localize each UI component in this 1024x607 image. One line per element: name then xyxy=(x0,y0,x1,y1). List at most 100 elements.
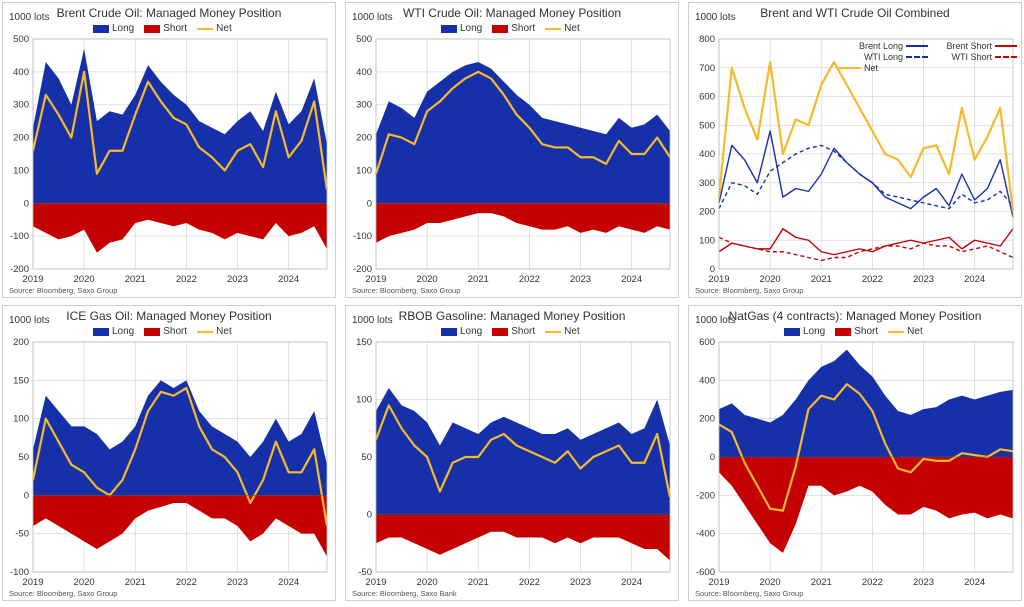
legend-item-net: Net xyxy=(545,326,580,337)
x-tick-label: 2020 xyxy=(74,577,95,588)
y-tick-label: 150 xyxy=(13,375,29,386)
x-tick-label: 2024 xyxy=(964,577,985,588)
legend-label: Brent Short xyxy=(946,41,992,51)
x-tick-label: 2024 xyxy=(964,274,985,285)
plot-frame xyxy=(375,38,671,270)
source-note: Source: Bloomberg, Saxo Group xyxy=(695,286,804,295)
x-tick-label: 2020 xyxy=(760,577,781,588)
chart-panel-rbob: -50 0 50 100 150 2019 2020 2021 2022 2023 2024 RBO… xyxy=(345,305,679,601)
chart-panel-gasoil: -100 -50 0 50 100 150 200 2019 2020 2021 2022 2023 2… xyxy=(2,305,336,601)
x-tick-label: 2022 xyxy=(519,577,540,588)
unit-label: 1000 lots xyxy=(695,12,736,23)
legend-item-long: Long xyxy=(784,326,825,337)
y-tick-label: 300 xyxy=(13,100,29,111)
legend-label: Net xyxy=(907,326,923,337)
x-tick-label: 2021 xyxy=(125,274,146,285)
legend-item-net: Net xyxy=(197,23,232,34)
y-tick-label: 300 xyxy=(699,178,715,189)
y-tick-label: 100 xyxy=(699,235,715,246)
legend-label: Short xyxy=(511,23,536,34)
chart-svg: -50 0 50 100 150 2019 2020 2021 2022 2023 2024 xyxy=(356,337,672,588)
legend-item-long: Long xyxy=(93,326,134,337)
legend-swatch xyxy=(839,67,861,69)
legend-swatch xyxy=(492,24,509,33)
chart-legend: Long Short Net xyxy=(441,326,580,337)
x-tick-label: 2023 xyxy=(913,577,934,588)
legend-label: Net xyxy=(564,326,580,337)
y-tick-label: 400 xyxy=(13,67,29,78)
x-tick-label: 2019 xyxy=(708,274,729,285)
unit-label: 1000 lots xyxy=(9,12,50,23)
legend-label: Long xyxy=(803,326,826,337)
series-short-area xyxy=(719,457,1013,553)
chart-title: Brent and WTI Crude Oil Combined xyxy=(760,6,950,20)
x-tick-label: 2024 xyxy=(621,274,642,285)
legend-label: Long xyxy=(112,23,135,34)
x-tick-label: 2020 xyxy=(417,577,438,588)
y-tick-label: -50 xyxy=(358,567,372,578)
x-tick-label: 2023 xyxy=(227,274,248,285)
series-long-area xyxy=(33,380,327,496)
legend-label: WTI Short xyxy=(951,52,992,62)
chart-panel-combined: 0 100 200 300 400 500 600 700 800 2019 2020 2021 202… xyxy=(688,2,1022,298)
source-note: Source: Bloomberg, Saxo Group xyxy=(9,286,118,295)
series-wti-short-line xyxy=(718,236,1014,262)
legend-label: Net xyxy=(564,23,580,34)
legend-item-short: Short xyxy=(144,326,187,337)
y-tick-label: 200 xyxy=(13,337,29,348)
legend-item-short: Short xyxy=(835,326,878,337)
series-wti-long-line xyxy=(718,144,1014,210)
y-tick-label: 200 xyxy=(356,133,372,144)
series-long-area xyxy=(33,48,327,204)
y-tick-label: -600 xyxy=(696,567,715,578)
series-net-line xyxy=(31,386,329,527)
chart-svg: -200 -100 0 100 200 300 400 500 2019 2020 2021 2022… xyxy=(353,34,671,285)
source-note: Source: Bloomberg, Saxo Group xyxy=(9,589,118,598)
chart-title: WTI Crude Oil: Managed Money Position xyxy=(402,6,622,20)
legend-swatch xyxy=(906,56,928,58)
x-tick-label: 2023 xyxy=(570,577,591,588)
x-tick-label: 2021 xyxy=(811,274,832,285)
x-tick-label: 2021 xyxy=(811,577,832,588)
x-tick-label: 2024 xyxy=(278,274,299,285)
legend-label: Short xyxy=(163,326,188,337)
y-tick-label: 800 xyxy=(699,34,715,45)
legend-swatch xyxy=(784,327,800,336)
unit-label: 1000 lots xyxy=(352,315,393,326)
y-tick-label: -100 xyxy=(10,231,29,242)
chart-svg: -100 -50 0 50 100 150 200 2019 2020 2021 2022 2023 2… xyxy=(10,337,329,588)
series-net-line xyxy=(31,70,329,191)
legend-label: Long xyxy=(112,326,135,337)
y-tick-label: 100 xyxy=(13,165,29,176)
chart-title: ICE Gas Oil: Managed Money Position xyxy=(66,309,272,323)
y-tick-label: -100 xyxy=(353,231,372,242)
y-tick-label: 600 xyxy=(699,337,715,348)
x-tick-label: 2020 xyxy=(760,274,781,285)
y-tick-label: 0 xyxy=(24,490,29,501)
x-tick-label: 2021 xyxy=(468,577,489,588)
legend-item-wti-long: WTI Long xyxy=(839,52,928,62)
legend-swatch xyxy=(545,330,562,333)
x-tick-label: 2024 xyxy=(278,577,299,588)
chart-legend: Long Short Net xyxy=(93,326,232,337)
y-tick-label: -50 xyxy=(15,529,29,540)
legend-label: Long xyxy=(460,23,483,34)
y-tick-label: 100 xyxy=(356,165,372,176)
legend-swatch xyxy=(995,56,1017,58)
y-tick-label: 150 xyxy=(356,337,372,348)
unit-label: 1000 lots xyxy=(695,315,736,326)
plot-frame xyxy=(375,341,671,573)
legend-swatch xyxy=(197,27,214,30)
chart-legend: Long Short Net xyxy=(784,326,923,337)
y-tick-label: 200 xyxy=(699,414,715,425)
legend-item-net: Net xyxy=(839,63,928,73)
legend-label: Short xyxy=(163,23,188,34)
y-tick-label: 400 xyxy=(699,375,715,386)
series-net-line xyxy=(718,383,1014,512)
x-tick-label: 2019 xyxy=(22,577,43,588)
x-tick-label: 2023 xyxy=(227,577,248,588)
x-tick-label: 2024 xyxy=(621,577,642,588)
chart-svg: -200 -100 0 100 200 300 400 500 2019 2020 2021 2022… xyxy=(10,34,329,285)
legend-item-net: Net xyxy=(545,23,580,34)
legend-swatch xyxy=(93,327,109,336)
